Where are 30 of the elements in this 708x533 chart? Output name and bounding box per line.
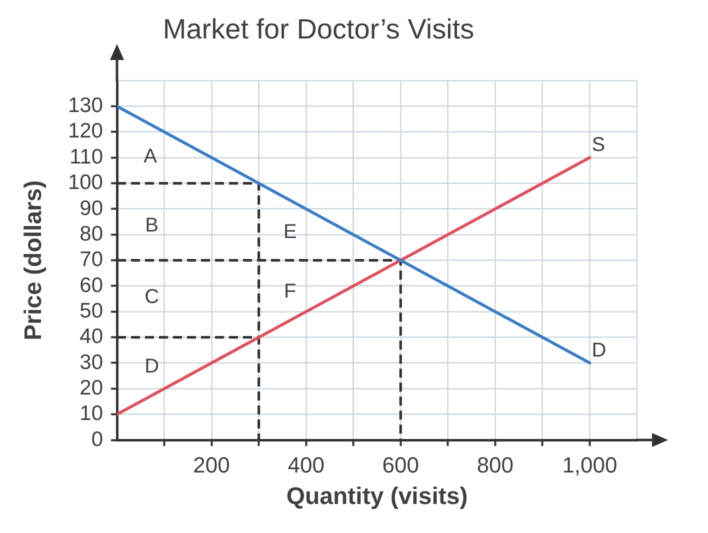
annotation: F xyxy=(284,280,296,302)
x-tick-label: 400 xyxy=(288,452,324,478)
annotation: A xyxy=(144,145,158,168)
y-tick-label: 20 xyxy=(80,376,103,400)
annotation: D xyxy=(144,356,160,378)
y-tick-label: 80 xyxy=(80,222,103,246)
y-tick-label: 50 xyxy=(80,299,103,322)
series-label: D xyxy=(592,340,606,362)
y-tick-label: 40 xyxy=(80,325,103,348)
x-axis-title: Quantity (visits) xyxy=(286,483,468,510)
x-tick-label: 1,000 xyxy=(562,452,618,478)
y-tick-label: 30 xyxy=(80,350,103,374)
x-tick-label: 200 xyxy=(193,452,230,478)
y-tick-label: 130 xyxy=(68,94,103,118)
y-tick-label: 100 xyxy=(68,171,103,194)
annotation: C xyxy=(144,286,160,308)
y-tick-label: 110 xyxy=(70,145,103,168)
y-tick-label: 90 xyxy=(80,196,103,220)
y-tick-label: 120 xyxy=(68,120,103,143)
x-tick-label: 800 xyxy=(476,452,514,478)
y-axis-title: Price (dollars) xyxy=(20,180,48,340)
annotation: E xyxy=(283,221,297,244)
series-label: S xyxy=(592,134,606,156)
y-tick-label: 70 xyxy=(80,248,103,272)
y-tick-label: 10 xyxy=(80,402,103,426)
y-tick-label: 60 xyxy=(80,274,103,297)
y-tick-label: 0 xyxy=(91,428,103,451)
x-tick-label: 600 xyxy=(382,452,419,478)
chart-title: Market for Doctor’s Visits xyxy=(162,14,474,45)
annotation: B xyxy=(145,214,159,236)
